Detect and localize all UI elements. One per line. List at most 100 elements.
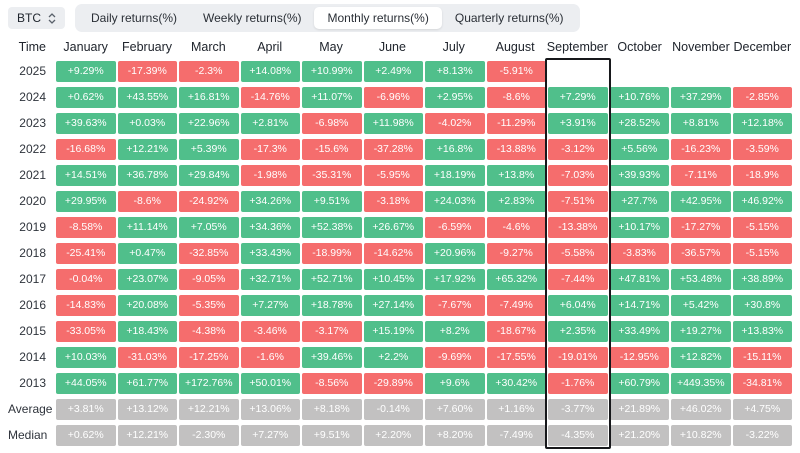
return-cell: +11.07% bbox=[302, 87, 362, 108]
tab-weekly-returns[interactable]: Weekly returns(%) bbox=[190, 7, 314, 29]
return-cell: +12.82% bbox=[671, 347, 731, 368]
return-cell: -0.04% bbox=[56, 269, 116, 290]
return-cell: -34.81% bbox=[732, 373, 792, 394]
return-cell: -3.18% bbox=[363, 191, 423, 212]
return-cell: -37.28% bbox=[363, 139, 423, 160]
return-cell: -6.98% bbox=[302, 113, 362, 134]
row-label: 2024 bbox=[19, 90, 46, 104]
return-cell: +37.29% bbox=[671, 87, 731, 108]
return-cell: +7.27% bbox=[240, 295, 300, 316]
return-cell: +5.42% bbox=[671, 295, 731, 316]
return-cell: -17.39% bbox=[117, 61, 177, 82]
symbol-select[interactable]: BTC bbox=[8, 7, 65, 29]
return-cell: +4.75% bbox=[732, 399, 792, 420]
return-cell: -3.12% bbox=[548, 139, 608, 160]
return-cell: -17.55% bbox=[486, 347, 546, 368]
return-cell: +5.56% bbox=[609, 139, 669, 160]
return-cell: -6.59% bbox=[425, 217, 485, 238]
return-cell: +14.71% bbox=[609, 295, 669, 316]
return-cell: +9.51% bbox=[302, 191, 362, 212]
return-cell: +0.62% bbox=[56, 87, 116, 108]
return-cell: +8.2% bbox=[425, 321, 485, 342]
return-cell: -7.03% bbox=[548, 165, 608, 186]
return-cell: +46.02% bbox=[671, 399, 731, 420]
return-cell: +2.49% bbox=[363, 61, 423, 82]
return-cell: -9.27% bbox=[486, 243, 546, 264]
column-header-october: October bbox=[617, 40, 662, 54]
return-cell: +34.26% bbox=[240, 191, 300, 212]
return-cell: +7.29% bbox=[548, 87, 608, 108]
column-header-december: December bbox=[733, 40, 792, 54]
return-cell: +53.48% bbox=[671, 269, 731, 290]
row-label: 2014 bbox=[19, 350, 46, 364]
return-cell: -31.03% bbox=[117, 347, 177, 368]
column-header-june: June bbox=[378, 40, 406, 54]
column-header-february: February bbox=[122, 40, 173, 54]
return-cell: -18.67% bbox=[486, 321, 546, 342]
return-cell: +46.92% bbox=[732, 191, 792, 212]
row-label: 2016 bbox=[19, 298, 46, 312]
return-cell: -7.44% bbox=[548, 269, 608, 290]
return-cell: -3.46% bbox=[240, 321, 300, 342]
column-header-april: April bbox=[257, 40, 283, 54]
return-cell: -8.6% bbox=[486, 87, 546, 108]
return-cell: +39.46% bbox=[302, 347, 362, 368]
topbar: BTC Daily returns(%) Weekly returns(%) Mon… bbox=[0, 4, 800, 32]
return-cell: +0.03% bbox=[117, 113, 177, 134]
return-cell: +43.55% bbox=[117, 87, 177, 108]
return-cell: +24.03% bbox=[425, 191, 485, 212]
return-cell: -29.89% bbox=[363, 373, 423, 394]
return-cell: +8.13% bbox=[425, 61, 485, 82]
tab-monthly-returns[interactable]: Monthly returns(%) bbox=[314, 7, 442, 29]
return-cell: +13.8% bbox=[486, 165, 546, 186]
return-cell: +9.6% bbox=[425, 373, 485, 394]
return-cell: +28.52% bbox=[609, 113, 669, 134]
return-cell: -24.92% bbox=[179, 191, 239, 212]
return-cell: +19.27% bbox=[671, 321, 731, 342]
return-cell: +13.12% bbox=[117, 399, 177, 420]
return-cell: +10.45% bbox=[363, 269, 423, 290]
return-cell: -32.85% bbox=[179, 243, 239, 264]
return-cell: +9.51% bbox=[302, 425, 362, 446]
return-cell: +26.67% bbox=[363, 217, 423, 238]
return-cell: +2.20% bbox=[363, 425, 423, 446]
return-cell: +65.32% bbox=[486, 269, 546, 290]
return-cell bbox=[548, 61, 608, 82]
table-header-row: Time January February March April May June July… bbox=[8, 35, 792, 59]
return-cell: -7.67% bbox=[425, 295, 485, 316]
return-cell: +10.03% bbox=[56, 347, 116, 368]
return-cell: +22.96% bbox=[179, 113, 239, 134]
return-cell: -17.3% bbox=[240, 139, 300, 160]
return-cell: +15.19% bbox=[363, 321, 423, 342]
return-cell: +18.43% bbox=[117, 321, 177, 342]
return-cell: -4.02% bbox=[425, 113, 485, 134]
tab-daily-returns[interactable]: Daily returns(%) bbox=[78, 7, 190, 29]
return-cell: -33.05% bbox=[56, 321, 116, 342]
return-cell: +8.81% bbox=[671, 113, 731, 134]
row-label: 2022 bbox=[19, 142, 46, 156]
return-cell: +50.01% bbox=[240, 373, 300, 394]
table-row-2020: 2020 +29.95% -8.6% -24.92% +34.26% +9.51% -3.1… bbox=[8, 191, 792, 212]
row-label: 2020 bbox=[19, 194, 46, 208]
return-cell: -36.57% bbox=[671, 243, 731, 264]
column-header-september: September bbox=[546, 40, 608, 54]
return-cell: -5.15% bbox=[732, 217, 792, 238]
return-cell: -8.6% bbox=[117, 191, 177, 212]
return-cell: +11.14% bbox=[117, 217, 177, 238]
row-label: Average bbox=[8, 402, 53, 416]
return-cell: +6.04% bbox=[548, 295, 608, 316]
return-cell: +172.76% bbox=[179, 373, 239, 394]
return-cell: -7.11% bbox=[671, 165, 731, 186]
row-label: 2017 bbox=[19, 272, 46, 286]
return-cell: -1.76% bbox=[548, 373, 608, 394]
return-cell: +21.89% bbox=[609, 399, 669, 420]
return-cell: +449.35% bbox=[671, 373, 731, 394]
return-cell: +36.78% bbox=[117, 165, 177, 186]
table-row-2015: 2015 -33.05% +18.43% -4.38% -3.46% -3.17% +15.… bbox=[8, 321, 792, 342]
table-row-2014: 2014 +10.03% -31.03% -17.25% -1.6% +39.46% +2.… bbox=[8, 347, 792, 368]
return-cell: -5.58% bbox=[548, 243, 608, 264]
return-cell: -13.88% bbox=[486, 139, 546, 160]
return-cell: +52.38% bbox=[302, 217, 362, 238]
tab-quarterly-returns[interactable]: Quarterly returns(%) bbox=[442, 7, 577, 29]
